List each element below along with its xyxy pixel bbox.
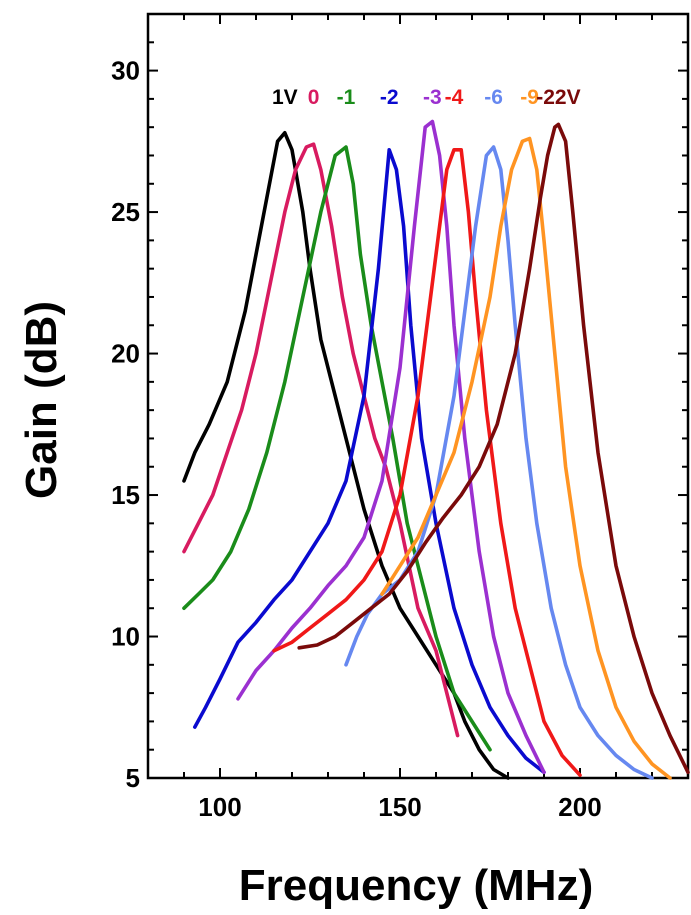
y-tick-label: 10	[111, 622, 140, 652]
tick-labels-group: 100 150 200 5 10 15 20 25 30	[111, 56, 602, 822]
legend-label: 0	[308, 86, 320, 109]
series-line	[272, 148, 582, 778]
series-line	[297, 122, 690, 775]
ticks-group	[148, 13, 689, 779]
x-axis-label: Frequency (MHz)	[239, 861, 593, 910]
series-line	[182, 142, 460, 738]
y-tick-label: 20	[111, 339, 140, 369]
y-axis-label: Gain (dB)	[17, 301, 66, 499]
legend-label: -9	[520, 86, 539, 109]
legend-label: -1	[337, 86, 356, 109]
y-tick-label: 5	[126, 763, 140, 793]
series-line	[380, 136, 672, 780]
x-tick-label: 150	[378, 792, 421, 822]
legend-label: 1V	[272, 86, 298, 109]
series-line	[182, 131, 510, 780]
series-line	[193, 148, 546, 775]
x-tick-label: 100	[198, 792, 241, 822]
legend-label: -4	[445, 86, 464, 109]
plot-frame	[146, 12, 690, 780]
series-group	[182, 119, 690, 780]
y-tick-label: 15	[111, 480, 140, 510]
legend-label: -3	[423, 86, 442, 109]
legend-group: 1V 0 -1 -2 -3 -4 -6 -9-22V	[272, 86, 581, 109]
legend-label: -22V	[536, 86, 580, 109]
x-tick-label: 200	[558, 792, 601, 822]
series-line	[182, 145, 492, 752]
legend-label: -6	[484, 86, 503, 109]
series-line	[236, 119, 546, 775]
y-tick-label: 30	[111, 56, 140, 86]
legend-label: -2	[380, 86, 399, 109]
y-tick-label: 25	[111, 197, 140, 227]
